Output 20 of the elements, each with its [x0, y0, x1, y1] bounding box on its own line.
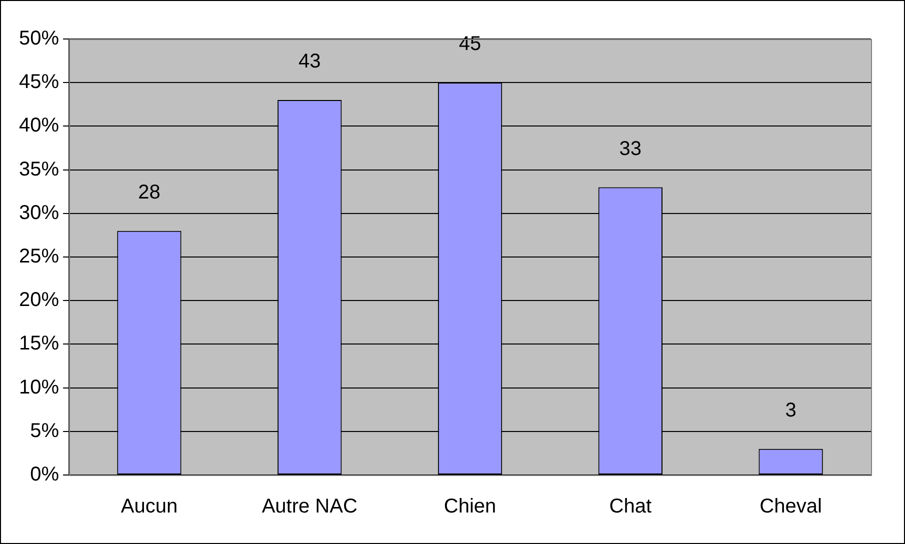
y-tick-label: 0% — [30, 464, 60, 486]
y-tick-label: 45% — [19, 71, 60, 94]
y-tick-label: 35% — [19, 158, 60, 180]
y-tick-label: 5% — [30, 420, 60, 442]
x-tick-label: Chien — [444, 496, 496, 518]
y-tick-label: 50% — [19, 28, 60, 50]
y-tick-label: 20% — [19, 289, 60, 312]
x-tick-label: Cheval — [760, 496, 822, 518]
data-label: 3 — [785, 399, 796, 422]
y-tick-label: 40% — [19, 114, 60, 137]
x-tick-label: Aucun — [120, 496, 178, 518]
y-tick-label: 25% — [19, 246, 60, 268]
y-tick-label: 30% — [19, 202, 60, 224]
y-tick-label: 10% — [19, 376, 60, 398]
y-tick-label: 15% — [19, 332, 60, 355]
x-tick-label: Autre NAC — [262, 496, 358, 518]
data-label: 33 — [619, 138, 642, 160]
x-tick-label: Chat — [609, 496, 652, 518]
data-label: 28 — [138, 181, 160, 204]
data-label: 43 — [298, 50, 321, 73]
